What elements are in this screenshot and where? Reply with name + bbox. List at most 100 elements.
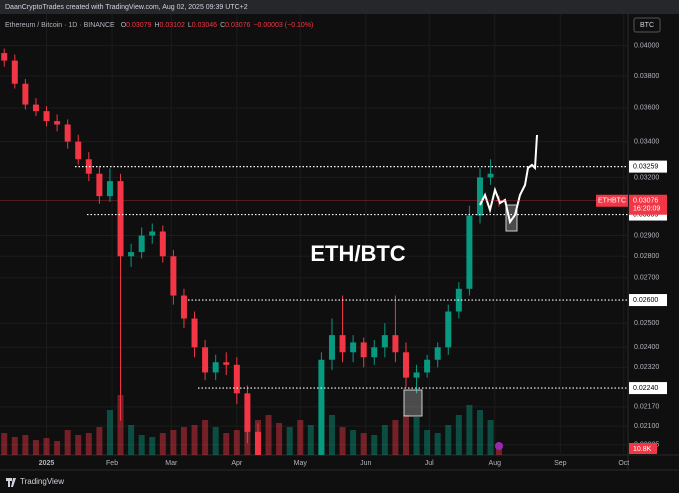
currency: BTC (640, 22, 654, 29)
x-tick-label: Jun (360, 460, 371, 467)
volume-bar (413, 417, 420, 455)
volume-bar (265, 415, 272, 455)
candle-body (212, 362, 219, 373)
volume-bar (466, 405, 473, 455)
legend-value: 0.03046 (192, 22, 217, 29)
x-tick-label: Aug (489, 460, 502, 467)
candle-body (1, 53, 8, 61)
candle-body (402, 352, 409, 378)
y-tick-label: 0.03400 (634, 138, 659, 145)
y-tick-label: 0.02700 (634, 275, 659, 282)
level-label: 0.03005 (633, 211, 658, 218)
volume-bar (286, 427, 293, 455)
volume-bar (297, 420, 304, 455)
annotation: ETH/BTC (310, 241, 405, 266)
candle-body (413, 372, 420, 378)
volume-bar (381, 425, 388, 455)
candle-body (54, 121, 61, 125)
candle-body (318, 359, 325, 455)
candle-body (64, 124, 71, 142)
x-tick-label: Feb (106, 460, 118, 467)
x-tick-label: May (294, 460, 308, 467)
legend-key: L (188, 22, 192, 29)
y-tick-label: 0.02800 (634, 253, 659, 260)
legend-value: 0.03076 (225, 22, 250, 29)
price-box (629, 194, 667, 215)
countdown: 16:20:09 (633, 206, 660, 213)
y-tick-label: 0.02400 (634, 344, 659, 351)
grid (0, 14, 628, 455)
candle-body (191, 318, 198, 348)
legend-key: O (121, 22, 127, 29)
candle-body (138, 235, 145, 253)
candle-body (276, 485, 282, 491)
legend-key: H (154, 22, 159, 29)
y-tick-label: 0.03800 (634, 73, 659, 80)
volume-bar (128, 425, 135, 455)
candle-body (180, 295, 187, 319)
volume-bar (455, 415, 462, 455)
level-label: 0.02600 (633, 297, 658, 304)
brand: TradingView (20, 477, 64, 486)
volume-bar (402, 415, 409, 455)
candle-body (170, 256, 177, 296)
candle-body (128, 252, 135, 257)
volume-label: 10.8K (633, 446, 652, 453)
candle-body (22, 83, 29, 105)
highlight-box (505, 204, 518, 232)
volume-bar (149, 437, 156, 455)
candle-body (487, 173, 494, 178)
highlight-box (403, 389, 423, 417)
volume-bar (445, 425, 452, 455)
legend-change: −0.00003 (−0.10%) (253, 22, 313, 29)
candle-body (371, 347, 378, 358)
candle-body (392, 335, 399, 353)
volume-bar (117, 395, 124, 455)
header-bar (0, 0, 679, 14)
legend-key: C (220, 22, 225, 29)
overlay: ETH/BTC (0, 134, 628, 450)
volume-bar (11, 437, 18, 455)
candle-body (466, 215, 473, 289)
volume-bar (371, 435, 378, 455)
volume-bar (212, 427, 219, 455)
candle-body (85, 159, 92, 174)
y-tick-label: 0.04000 (634, 42, 659, 49)
volume-label-box (629, 443, 657, 454)
candle-body (149, 231, 156, 236)
volume-bar (476, 410, 483, 455)
y-tick-label: 0.02320 (634, 364, 659, 371)
event-icon (495, 442, 503, 450)
projection-path (479, 134, 538, 225)
candle-body (43, 111, 50, 122)
volume-bar (75, 435, 82, 455)
x-tick-label: 2025 (39, 460, 55, 467)
level-label-box (629, 382, 667, 395)
volume-bar (233, 430, 240, 455)
y-tick-label: 0.03600 (634, 105, 659, 112)
candle-body (360, 342, 367, 358)
x-tick-label: Apr (231, 460, 243, 467)
volume-bar (96, 427, 103, 455)
volume-bar (223, 433, 230, 455)
level-label: 0.02240 (633, 385, 658, 392)
x-tick-label: Mar (165, 460, 178, 467)
y-tick-label: 0.02100 (634, 423, 659, 430)
legend-symbol: Ethereum / Bitcoin · 1D · BINANCE (5, 22, 115, 29)
volume-bar (180, 427, 187, 455)
candle-body (297, 485, 303, 493)
credit: DaanCryptoTrades created with TradingVie… (5, 4, 248, 11)
y-tick-label: 0.02500 (634, 320, 659, 327)
volume-bar (22, 435, 29, 455)
candle-body (254, 431, 261, 455)
volume-bar (54, 441, 61, 455)
volume-bar (138, 435, 145, 455)
legend-value: 0.03079 (126, 22, 151, 29)
volume-bar (392, 420, 399, 455)
y-tick-label: 0.02170 (634, 404, 659, 411)
candle-body (350, 342, 357, 353)
candle-body (434, 347, 441, 360)
price-label: 0.03076 (633, 198, 658, 205)
volume-bar (350, 430, 357, 455)
